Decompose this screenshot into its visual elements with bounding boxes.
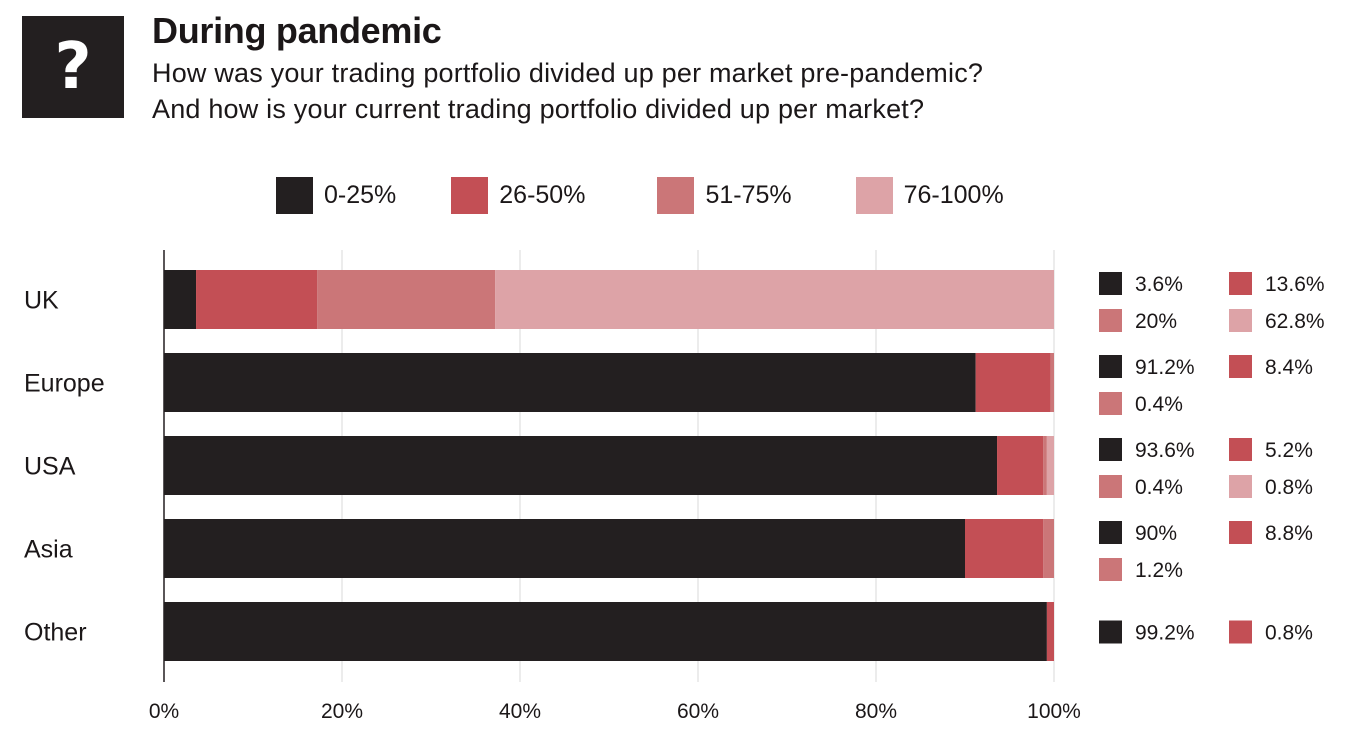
category-label: USA [24, 453, 76, 481]
legend-swatch [276, 176, 313, 214]
question-mark-icon: ? [22, 16, 124, 118]
bar-uk-76-100 [495, 270, 1055, 329]
legend-label: 26-50% [499, 180, 586, 209]
data-label-swatch [1229, 355, 1252, 378]
category-label: Asia [24, 536, 73, 564]
data-label: 99.2% [1135, 622, 1195, 645]
data-label: 8.8% [1265, 522, 1313, 545]
legend-swatch [657, 176, 695, 214]
bar-asia-26-50 [965, 519, 1044, 578]
x-tick-label: 100% [1027, 700, 1081, 723]
data-label: 0.4% [1135, 476, 1183, 499]
page-title: During pandemic [152, 10, 442, 51]
bar-uk-0-25 [164, 270, 197, 329]
legend-label: 51-75% [705, 180, 792, 209]
bar-uk-26-50 [196, 270, 318, 329]
bar-other-26-50 [1046, 602, 1054, 661]
data-label: 93.6% [1135, 439, 1195, 462]
data-label: 0.8% [1265, 476, 1313, 499]
question-mark-glyph: ? [54, 30, 92, 104]
legend-item-76-100: 76-100% [855, 176, 1004, 214]
data-label: 3.6% [1135, 273, 1183, 296]
category-label: Other [24, 619, 87, 647]
category-label: Europe [24, 370, 105, 398]
data-label: 0.8% [1265, 622, 1313, 645]
data-label-swatch [1099, 620, 1122, 644]
data-label: 0.4% [1135, 393, 1183, 416]
data-label-swatch [1099, 355, 1122, 378]
data-label-swatch [1229, 272, 1252, 295]
data-label-swatch [1099, 475, 1122, 498]
bar-asia-51-75 [1043, 519, 1054, 578]
data-label-swatch [1099, 521, 1122, 544]
data-label: 91.2% [1135, 356, 1195, 379]
bar-usa-26-50 [997, 436, 1044, 495]
data-label-swatch [1099, 392, 1122, 415]
data-label-swatch [1229, 309, 1252, 332]
bar-europe-51-75 [1050, 353, 1054, 412]
subtitle-line-2: And how is your current trading portfoli… [152, 94, 925, 124]
legend-item-26-50: 26-50% [451, 176, 585, 214]
x-tick-label: 40% [499, 700, 541, 723]
legend-swatch [451, 176, 489, 214]
data-label: 1.2% [1135, 559, 1183, 582]
data-label-swatch [1099, 309, 1122, 332]
data-label-swatch [1229, 475, 1252, 498]
bar-usa-51-75 [1043, 436, 1047, 495]
legend-item-0-25: 0-25% [276, 176, 396, 214]
x-tick-label: 20% [321, 700, 363, 723]
data-label: 13.6% [1265, 273, 1325, 296]
data-label-swatch [1229, 521, 1252, 544]
legend-label: 0-25% [324, 180, 397, 209]
bar-asia-0-25 [164, 519, 965, 578]
x-tick-label: 0% [149, 700, 179, 723]
bar-europe-0-25 [164, 353, 976, 412]
data-label: 8.4% [1265, 356, 1313, 379]
data-label-swatch [1099, 272, 1122, 295]
data-label-swatch [1229, 438, 1252, 461]
data-label: 5.2% [1265, 439, 1313, 462]
bar-europe-26-50 [975, 353, 1051, 412]
bar-usa-0-25 [164, 436, 998, 495]
legend-swatch [855, 176, 893, 214]
data-label-swatch [1229, 620, 1252, 644]
data-label: 90% [1135, 522, 1177, 545]
subtitle-line-1: How was your trading portfolio divided u… [152, 58, 984, 88]
x-tick-label: 80% [855, 700, 897, 723]
category-label: UK [24, 287, 59, 315]
x-tick-label: 60% [677, 700, 719, 723]
data-label-swatch [1099, 558, 1122, 581]
legend-item-51-75: 51-75% [657, 176, 792, 214]
data-label: 62.8% [1265, 310, 1325, 333]
bar-other-0-25 [164, 602, 1047, 661]
bar-usa-76-100 [1046, 436, 1054, 495]
chart-legend: 0-25% 26-50% 51-75% 76-100% [276, 176, 1004, 214]
data-label: 20% [1135, 310, 1177, 333]
legend-label: 76-100% [903, 180, 1004, 209]
data-label-swatch [1099, 438, 1122, 461]
bar-uk-51-75 [317, 270, 496, 329]
